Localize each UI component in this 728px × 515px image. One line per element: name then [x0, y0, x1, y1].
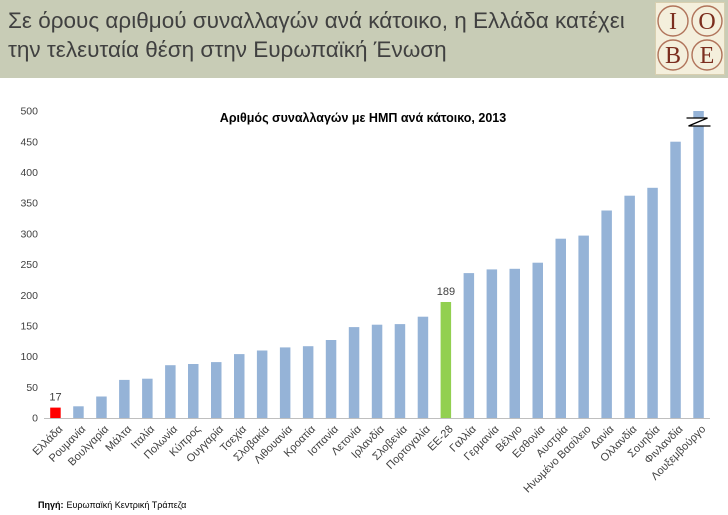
- bar-12: [302, 346, 314, 418]
- axis-break-mark: [686, 117, 711, 127]
- bar-27: [647, 187, 658, 419]
- logo-letter: I: [669, 9, 677, 35]
- y-tick-label: 350: [20, 198, 38, 210]
- bar-21: [509, 268, 520, 418]
- logo-background: [655, 2, 725, 75]
- bar-9: [234, 354, 245, 418]
- bar-15: [371, 324, 383, 418]
- bar-10: [256, 350, 268, 418]
- bar-chart: Αριθμός συναλλαγών με ΗΜΠ ανά κάτοικο, 2…: [20, 106, 711, 495]
- logo-ring: [691, 39, 723, 71]
- bar-8: [211, 362, 222, 418]
- slide-title: Σε όρους αριθμού συναλλαγών ανά κάτοικο,…: [8, 6, 648, 64]
- slide-title-line-1: Σε όρους αριθμού συναλλαγών ανά κάτοικο,…: [8, 8, 625, 33]
- y-tick-label: 500: [20, 106, 38, 118]
- y-tick-label: 50: [26, 382, 38, 394]
- iobe-logo: I O B E: [655, 2, 725, 75]
- bar-7: [188, 364, 199, 418]
- axis-break-line: [686, 117, 711, 127]
- y-tick-label: 100: [20, 351, 38, 363]
- bar-22: [532, 262, 543, 418]
- bar-19: [463, 273, 475, 418]
- bar-13: [325, 340, 337, 418]
- source-note: Πηγή: Ευρωπαϊκή Κεντρική Τράπεζα: [38, 499, 186, 512]
- logo-ring: [657, 39, 689, 71]
- source-text: Ευρωπαϊκή Κεντρική Τράπεζα: [66, 500, 187, 510]
- y-tick-label: 250: [20, 259, 38, 271]
- bar-25: [601, 210, 612, 418]
- bar-16: [394, 324, 406, 418]
- bar-2: [73, 406, 84, 418]
- y-tick-label: 200: [20, 290, 38, 302]
- slide-title-line-2: την τελευταία θέση στην Ευρωπαϊκή Ένωση: [8, 37, 447, 62]
- slide-header: Σε όρους αριθμού συναλλαγών ανά κάτοικο,…: [0, 0, 728, 78]
- source-label: Πηγή:: [38, 500, 64, 510]
- bar-24: [578, 235, 589, 418]
- logo-ring: [691, 5, 723, 37]
- y-tick-label: 400: [20, 167, 38, 179]
- y-axis: 0 50 100 150 200 250 300 350 400 450 500: [20, 106, 38, 425]
- logo-letter: O: [698, 9, 715, 35]
- bar-20: [486, 269, 498, 418]
- bar-1: [50, 407, 61, 418]
- y-tick-label: 450: [20, 136, 38, 148]
- logo-ring: [657, 5, 689, 37]
- x-axis: ΕλλάδαΡουμανίαΒουλγαρίαΜάλταΙταλίαΠολωνί…: [31, 423, 709, 495]
- data-label: 189: [437, 286, 455, 298]
- bar-11: [279, 347, 291, 418]
- bar-3: [96, 396, 107, 418]
- bar-23: [555, 238, 566, 418]
- bar-18: [440, 302, 452, 418]
- bars: [50, 111, 704, 419]
- bar-29: [693, 111, 704, 418]
- bar-28: [670, 141, 681, 418]
- data-label: 17: [49, 392, 61, 404]
- bar-17: [417, 316, 429, 418]
- bar-14: [348, 327, 360, 418]
- bar-4: [119, 379, 130, 418]
- logo-letter: B: [665, 43, 681, 69]
- y-tick-label: 0: [32, 413, 38, 425]
- y-tick-label: 150: [20, 321, 38, 333]
- bar-6: [165, 365, 176, 418]
- x-tick-label: Μάλτα: [103, 423, 134, 454]
- chart-title: Αριθμός συναλλαγών με ΗΜΠ ανά κάτοικο, 2…: [220, 111, 506, 125]
- logo-letter: E: [700, 43, 715, 69]
- bar-5: [142, 378, 153, 418]
- bar-26: [624, 195, 635, 418]
- y-tick-label: 300: [20, 228, 38, 240]
- iobe-logo-graphic: I O B E: [655, 2, 725, 75]
